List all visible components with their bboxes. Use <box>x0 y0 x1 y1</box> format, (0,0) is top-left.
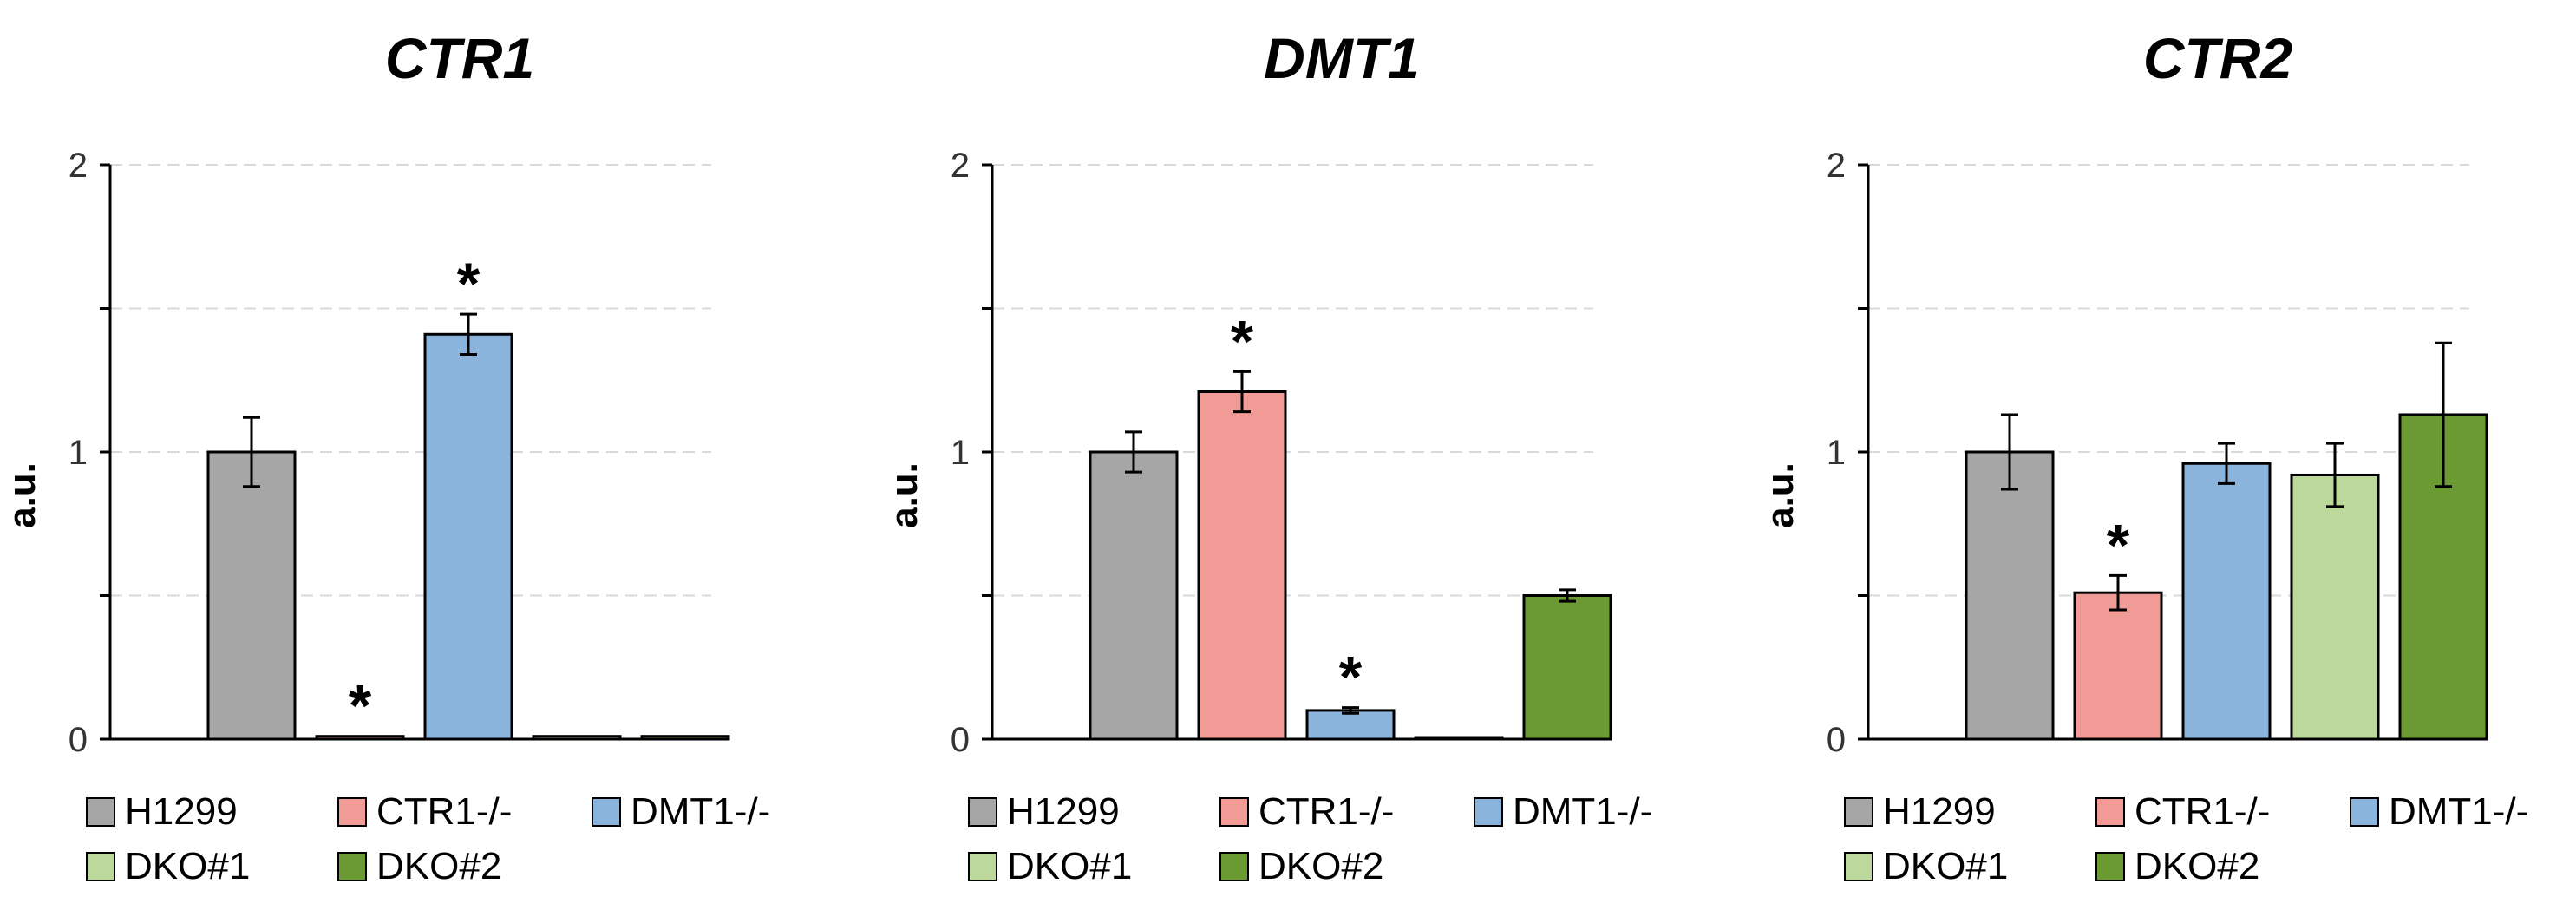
bar-h1299 <box>206 450 297 741</box>
legend-swatch <box>1844 797 1873 827</box>
bar-dko-1 <box>532 735 622 741</box>
legend-label: DMT1-/- <box>2389 790 2528 833</box>
chart-panel-ctr2: CTR2 a.u. 0 1 2 * H1299 CTR1-/- DMT1-/- DKO#1 DKO#… <box>1759 26 2528 888</box>
bar-h1299 <box>1089 450 1179 741</box>
legend-swatch <box>968 797 997 827</box>
bar-ctr1- <box>1197 390 1287 741</box>
bar-dko-1 <box>1414 736 1504 741</box>
legend-swatch <box>2095 797 2125 827</box>
bar-h1299 <box>1965 450 2055 741</box>
y-tick-label: 1 <box>951 434 970 472</box>
legend-label: DKO#1 <box>1007 845 1132 888</box>
bar-dko-2 <box>640 735 730 741</box>
significance-marker: * <box>2107 512 2130 578</box>
chart-title: CTR2 <box>2143 26 2293 90</box>
legend-label: H1299 <box>1007 790 1120 833</box>
legend-label: CTR1-/- <box>376 790 512 833</box>
legend-swatch <box>1219 852 1249 881</box>
y-axis-label: a.u. <box>883 462 925 528</box>
chart-panel-ctr1: CTR1 a.u. 0 1 2 * * H1299 CTR1-/- DMT1-/- DKO#1 DKO… <box>1 26 770 888</box>
y-tick-label: 2 <box>69 147 88 185</box>
chart-panel-dmt1: DMT1 a.u. 0 1 2 * * H1299 CTR1-/- DMT1-/- DKO#1 DKO… <box>883 26 1652 888</box>
legend-label: DKO#2 <box>376 845 501 888</box>
bar-dmt1- <box>2181 462 2272 741</box>
y-tick-label: 0 <box>951 721 970 759</box>
y-axis-label: a.u. <box>1 462 43 528</box>
y-tick-label: 0 <box>69 721 88 759</box>
y-tick-label: 2 <box>951 147 970 185</box>
legend-label: DKO#1 <box>1883 845 2008 888</box>
y-axis-label: a.u. <box>1759 462 1801 528</box>
legend-label: H1299 <box>125 790 238 833</box>
legend-label: DKO#1 <box>125 845 250 888</box>
chart-title: DMT1 <box>1264 26 1420 90</box>
legend-swatch <box>1844 852 1873 881</box>
legend-swatch <box>592 797 621 827</box>
bar-dmt1- <box>1305 709 1396 741</box>
legend-swatch <box>1219 797 1249 827</box>
legend-label: DMT1-/- <box>631 790 770 833</box>
significance-marker: * <box>1231 308 1254 374</box>
legend-swatch <box>337 852 367 881</box>
legend-swatch <box>2095 852 2125 881</box>
bar-dko-1 <box>2290 473 2380 741</box>
legend-swatch <box>2350 797 2379 827</box>
bar-ctr1- <box>315 735 405 741</box>
bar-dko-2 <box>1522 594 1612 741</box>
y-tick-label: 2 <box>1827 147 1846 185</box>
significance-marker: * <box>1339 645 1363 711</box>
bar-ctr1- <box>2073 591 2163 741</box>
legend-label: CTR1-/- <box>2135 790 2270 833</box>
significance-marker: * <box>349 673 372 739</box>
y-tick-label: 1 <box>1827 434 1846 472</box>
legend-swatch <box>337 797 367 827</box>
legend-label: CTR1-/- <box>1259 790 1394 833</box>
chart-title: CTR1 <box>385 26 534 90</box>
y-tick-label: 0 <box>1827 721 1846 759</box>
legend-swatch <box>1474 797 1503 827</box>
legend-swatch <box>86 852 115 881</box>
legend-label: DKO#2 <box>2135 845 2259 888</box>
legend-swatch <box>86 797 115 827</box>
legend-label: DKO#2 <box>1259 845 1383 888</box>
legend-swatch <box>968 852 997 881</box>
legend-label: H1299 <box>1883 790 1996 833</box>
bar-dmt1- <box>423 332 513 741</box>
y-tick-label: 1 <box>69 434 88 472</box>
significance-marker: * <box>457 251 481 317</box>
legend-label: DMT1-/- <box>1513 790 1652 833</box>
